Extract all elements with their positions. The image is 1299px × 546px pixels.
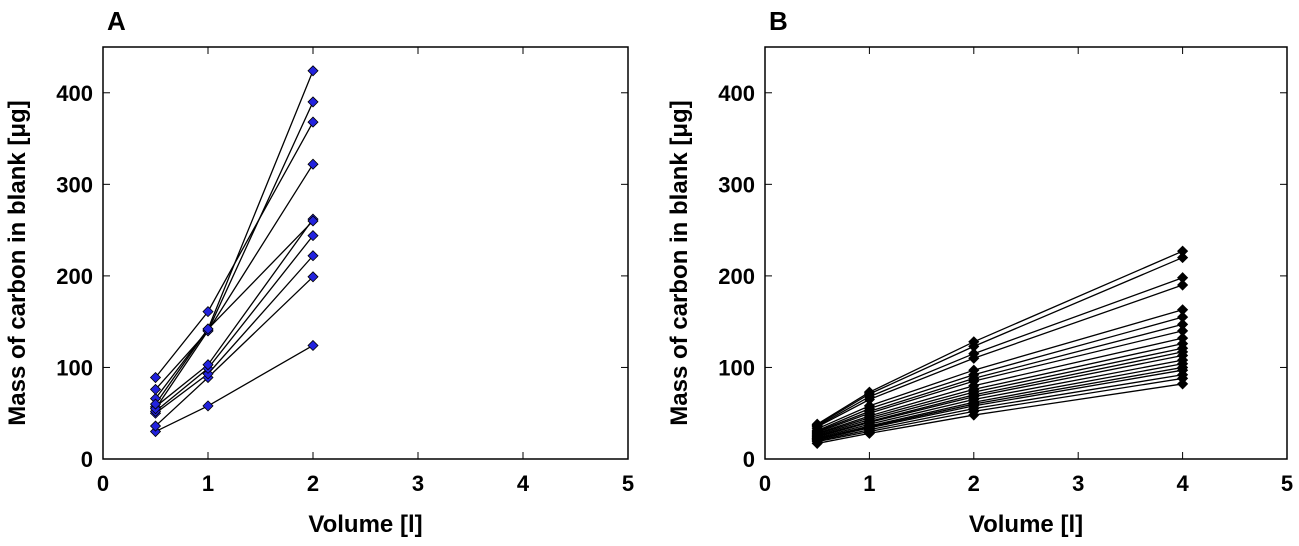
marker xyxy=(863,400,875,412)
series-line xyxy=(816,337,1183,434)
marker xyxy=(149,420,162,432)
marker xyxy=(968,336,980,348)
marker xyxy=(1177,318,1189,330)
marker xyxy=(307,65,319,77)
series-line xyxy=(816,277,1183,427)
marker xyxy=(202,359,214,371)
series-line xyxy=(817,343,1183,435)
y-tick-label: 200 xyxy=(56,264,93,289)
x-tick-label: 3 xyxy=(412,471,424,496)
series-line xyxy=(817,377,1183,443)
x-tick-label: 0 xyxy=(97,471,109,496)
series-line xyxy=(817,369,1183,441)
y-tick-label: 100 xyxy=(718,355,755,380)
series-line xyxy=(816,284,1183,428)
x-tick-label: 2 xyxy=(307,471,319,496)
marker xyxy=(307,271,319,283)
x-tick-label: 1 xyxy=(863,471,875,496)
plot-frame xyxy=(764,46,1288,460)
marker xyxy=(1177,304,1189,316)
marker xyxy=(307,339,319,352)
marker xyxy=(307,215,319,227)
x-tick-label: 1 xyxy=(202,471,214,496)
y-axis-label: Mass of carbon in blank [μg] xyxy=(666,100,693,425)
marker xyxy=(149,371,162,384)
marker xyxy=(307,230,319,242)
x-axis-label: Volume [l] xyxy=(969,511,1083,538)
series-line xyxy=(817,359,1183,439)
panel-label: A xyxy=(107,6,126,36)
x-tick-label: 2 xyxy=(968,471,980,496)
marker xyxy=(811,418,823,430)
series-line xyxy=(816,250,1183,425)
series-line xyxy=(816,330,1183,434)
marker xyxy=(863,386,875,398)
y-tick-label: 300 xyxy=(56,172,93,197)
marker xyxy=(1177,311,1189,323)
y-tick-label: 0 xyxy=(743,447,755,472)
marker xyxy=(202,323,214,335)
series-line xyxy=(817,351,1183,437)
marker xyxy=(202,306,214,318)
marker xyxy=(307,250,319,262)
marker xyxy=(307,96,319,108)
marker xyxy=(1177,272,1189,284)
panel-label: B xyxy=(769,6,788,36)
marker xyxy=(1177,325,1189,337)
panel: 0 1 2 3 4 5 0 100 200 300 400 B Volume [l] Mass of ca… xyxy=(666,6,1293,538)
series-line xyxy=(816,323,1183,433)
marker xyxy=(149,383,162,395)
y-axis-label: Mass of carbon in blank [μg] xyxy=(4,100,31,425)
y-tick-label: 300 xyxy=(718,172,755,197)
marker xyxy=(149,398,162,410)
y-tick-label: 200 xyxy=(718,264,755,289)
series-line xyxy=(817,354,1183,438)
marker xyxy=(202,400,214,412)
x-tick-label: 5 xyxy=(622,471,634,496)
marker xyxy=(1177,252,1189,264)
marker xyxy=(1177,332,1189,344)
x-tick-label: 4 xyxy=(517,471,530,496)
series-line xyxy=(817,383,1183,445)
series-line xyxy=(816,316,1183,432)
y-tick-label: 400 xyxy=(56,81,93,106)
marker xyxy=(307,116,319,128)
series-line xyxy=(817,347,1183,436)
x-tick-label: 0 xyxy=(759,471,771,496)
marker xyxy=(968,348,980,360)
x-tick-label: 3 xyxy=(1072,471,1084,496)
x-axis-label: Volume [l] xyxy=(308,511,422,538)
series-line xyxy=(817,363,1183,440)
series-line xyxy=(817,374,1183,442)
y-tick-label: 400 xyxy=(718,81,755,106)
plot-frame xyxy=(102,46,629,460)
y-tick-label: 0 xyxy=(81,447,93,472)
x-tick-label: 5 xyxy=(1281,471,1293,496)
x-tick-label: 4 xyxy=(1176,471,1189,496)
marker xyxy=(1177,279,1189,291)
marker xyxy=(307,158,319,170)
marker xyxy=(968,364,980,376)
marker xyxy=(1177,245,1189,257)
series-line xyxy=(816,256,1183,426)
y-tick-label: 100 xyxy=(56,355,93,380)
panel: 0 1 2 3 4 5 0 100 200 300 400 A Volume [l] Mass of ca… xyxy=(4,6,634,538)
series-line xyxy=(816,309,1183,430)
